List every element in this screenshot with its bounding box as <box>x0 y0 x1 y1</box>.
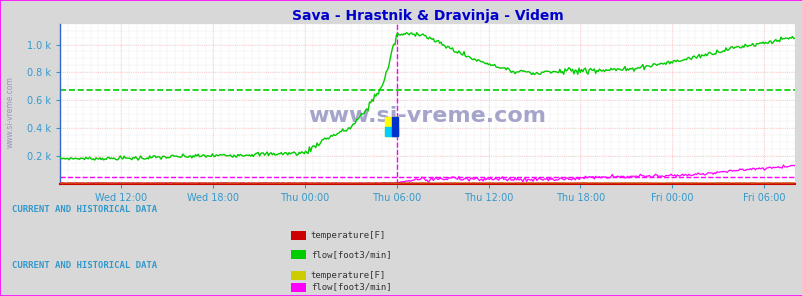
Bar <box>384 117 398 136</box>
Text: temperature[F]: temperature[F] <box>310 271 386 280</box>
Text: CURRENT AND HISTORICAL DATA: CURRENT AND HISTORICAL DATA <box>12 205 157 214</box>
Text: flow[foot3/min]: flow[foot3/min] <box>310 250 391 259</box>
Bar <box>391 117 398 136</box>
Bar <box>384 126 398 136</box>
Text: CURRENT AND HISTORICAL DATA: CURRENT AND HISTORICAL DATA <box>12 261 157 270</box>
Text: flow[foot3/min]: flow[foot3/min] <box>310 283 391 292</box>
Text: www.si-vreme.com: www.si-vreme.com <box>308 106 546 126</box>
Title: Sava - Hrastnik & Dravinja - Videm: Sava - Hrastnik & Dravinja - Videm <box>291 9 563 22</box>
Text: temperature[F]: temperature[F] <box>310 231 386 240</box>
Text: www.si-vreme.com: www.si-vreme.com <box>6 77 15 148</box>
